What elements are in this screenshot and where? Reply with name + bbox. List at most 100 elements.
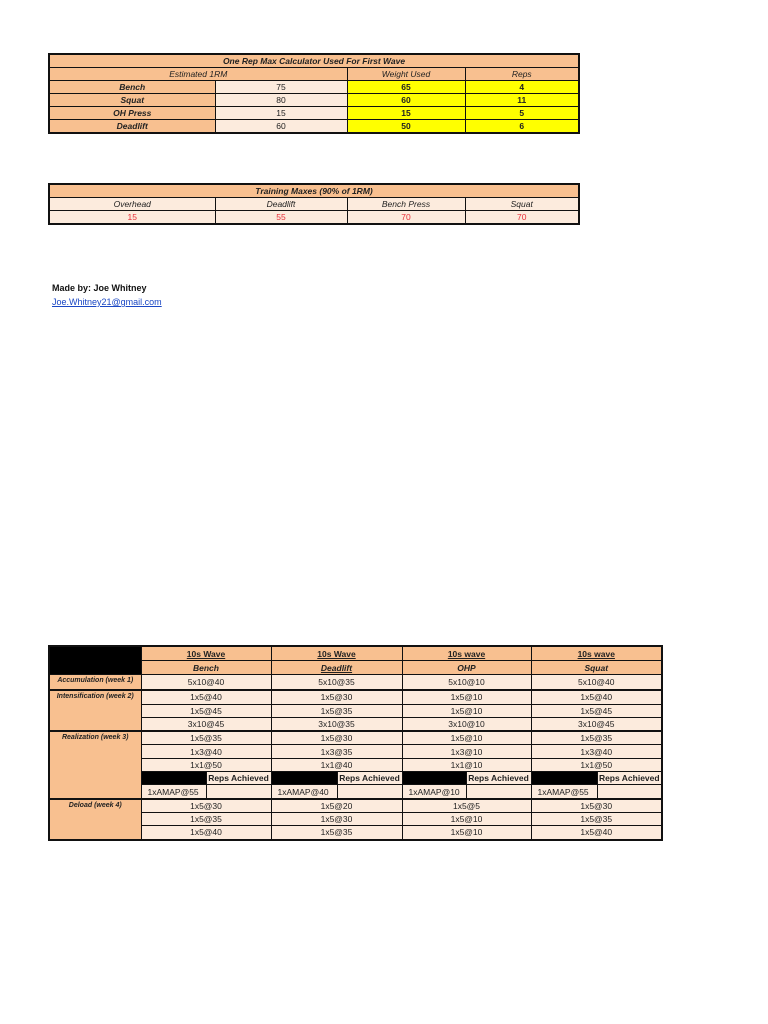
one-rm-title: One Rep Max Calculator Used For First Wa… <box>48 53 580 68</box>
table-row: 1x3@40 1x3@35 1x3@10 1x3@40 <box>49 744 663 759</box>
deload-set-cell: 1x5@30 <box>140 797 272 813</box>
training-max-header: Deadlift <box>214 197 348 211</box>
reps-achieved-input[interactable] <box>205 784 272 800</box>
set-cell: 5x10@40 <box>140 674 272 691</box>
training-max-value: 70 <box>464 210 580 225</box>
phase-label-intensification: Intensification (week 2) <box>48 689 142 732</box>
reps-input[interactable]: 11 <box>464 93 580 107</box>
amap-set: 1xAMAP@40 <box>270 784 338 800</box>
training-maxes-table: Training Maxes (90% of 1RM) Overhead Dead… <box>48 183 581 225</box>
set-cell: 1x3@10 <box>401 744 532 759</box>
reps-achieved-label: Reps Achieved <box>205 771 272 786</box>
reps-input[interactable]: 6 <box>464 119 580 134</box>
wave-header: 10s wave <box>401 645 532 661</box>
set-cell: 1x5@10 <box>401 730 532 746</box>
reps-achieved-label: Reps Achieved <box>465 771 532 786</box>
table-row: Bench 75 65 4 <box>48 80 580 94</box>
blank-cell <box>270 771 338 786</box>
set-cell: 1x5@10 <box>401 689 532 705</box>
reps-achieved-label: Reps Achieved <box>336 771 403 786</box>
set-cell: 5x10@35 <box>270 674 403 691</box>
set-cell: 1x1@40 <box>270 757 403 773</box>
set-cell: 1x5@35 <box>530 730 663 746</box>
wave-header: 10s Wave <box>270 645 403 661</box>
table-row: OH Press 15 15 5 <box>48 106 580 120</box>
set-cell: 1x5@30 <box>270 730 403 746</box>
estimated-1rm-value: 60 <box>214 119 348 134</box>
estimated-1rm-value: 80 <box>214 93 348 107</box>
reps-achieved-input[interactable] <box>596 784 663 800</box>
weight-used-input[interactable]: 60 <box>346 93 466 107</box>
set-cell: 1x3@35 <box>270 744 403 759</box>
weight-used-input[interactable]: 15 <box>346 106 466 120</box>
deload-set-cell: 1x5@35 <box>140 811 272 827</box>
set-cell: 1x3@40 <box>530 744 663 759</box>
deload-set-cell: 1x5@10 <box>401 811 532 827</box>
deload-set-cell: 1x5@5 <box>401 797 532 813</box>
header-weight-used: Weight Used <box>346 67 466 81</box>
table-row: 1xAMAP@55 1xAMAP@40 1xAMAP@10 1xAMAP@55 <box>49 784 663 800</box>
set-cell: 3x10@45 <box>140 716 272 732</box>
set-cell: 1x1@50 <box>140 757 272 773</box>
deload-set-cell: 1x5@10 <box>401 825 532 841</box>
set-cell: 1x5@10 <box>401 703 532 718</box>
lift-header: Squat <box>530 660 663 675</box>
set-cell: 3x10@10 <box>401 716 532 732</box>
training-maxes-title: Training Maxes (90% of 1RM) <box>48 183 580 198</box>
blank-cell <box>140 771 207 786</box>
table-row: 1x5@35 1x5@30 1x5@10 1x5@35 <box>49 811 663 827</box>
set-cell: 1x5@30 <box>270 689 403 705</box>
set-cell: 1x5@45 <box>140 703 272 718</box>
lift-header: OHP <box>401 660 532 675</box>
amap-set: 1xAMAP@55 <box>140 784 207 800</box>
set-cell: 1x3@40 <box>140 744 272 759</box>
reps-input[interactable]: 5 <box>464 106 580 120</box>
table-row: Accumulation (week 1) 5x10@40 5x10@35 5x10@… <box>48 674 663 691</box>
table-row: Squat 80 60 11 <box>48 93 580 107</box>
training-max-header: Squat <box>464 197 580 211</box>
made-by-label: Made by: Joe Whitney <box>52 283 147 293</box>
deload-set-cell: 1x5@20 <box>270 797 403 813</box>
table-row: Bench Deadlift OHP Squat <box>49 660 663 675</box>
deload-set-cell: 1x5@35 <box>530 811 663 827</box>
blank-cell <box>530 771 598 786</box>
wave-header: 10s wave <box>530 645 663 661</box>
blank-cell <box>401 771 467 786</box>
one-rep-max-table: One Rep Max Calculator Used For First Wa… <box>48 53 581 134</box>
lift-header: Bench <box>140 660 272 675</box>
table-row: Deadlift 60 50 6 <box>48 119 580 134</box>
lift-label: Squat <box>48 93 216 107</box>
corner-cell <box>48 645 142 675</box>
program-table: 10s Wave 10s Wave 10s wave 10s wave Bench Dea… <box>48 645 663 841</box>
lift-label: Bench <box>48 80 216 94</box>
table-row: 10s Wave 10s Wave 10s wave 10s wave <box>48 645 663 675</box>
set-cell: 1x5@35 <box>270 703 403 718</box>
table-row: Intensification (week 2) 1x5@40 1x5@30 1x5@… <box>48 689 663 732</box>
email-link[interactable]: Joe.Whitney21@gmail.com <box>52 297 162 307</box>
wave-header: 10s Wave <box>140 645 272 661</box>
reps-achieved-input[interactable] <box>465 784 532 800</box>
weight-used-input[interactable]: 65 <box>346 80 466 94</box>
table-row: 1x5@40 1x5@35 1x5@10 1x5@40 <box>49 825 663 841</box>
deload-set-cell: 1x5@30 <box>270 811 403 827</box>
reps-input[interactable]: 4 <box>464 80 580 94</box>
set-cell: 3x10@35 <box>270 716 403 732</box>
set-cell: 5x10@40 <box>530 674 663 691</box>
training-max-header: Overhead <box>48 197 216 211</box>
amap-set: 1xAMAP@55 <box>530 784 598 800</box>
lift-label: OH Press <box>48 106 216 120</box>
estimated-1rm-value: 75 <box>214 80 348 94</box>
training-max-header: Bench Press <box>346 197 466 211</box>
training-max-value: 55 <box>214 210 348 225</box>
set-cell: 1x5@35 <box>140 730 272 746</box>
reps-achieved-input[interactable] <box>336 784 403 800</box>
estimated-1rm-value: 15 <box>214 106 348 120</box>
deload-set-cell: 1x5@40 <box>530 825 663 841</box>
set-cell: 3x10@45 <box>530 716 663 732</box>
set-cell: 1x5@40 <box>530 689 663 705</box>
weight-used-input[interactable]: 50 <box>346 119 466 134</box>
lift-header: Deadlift <box>270 660 403 675</box>
training-max-value: 15 <box>48 210 216 225</box>
amap-set: 1xAMAP@10 <box>401 784 467 800</box>
phase-label-accumulation: Accumulation (week 1) <box>48 674 142 691</box>
